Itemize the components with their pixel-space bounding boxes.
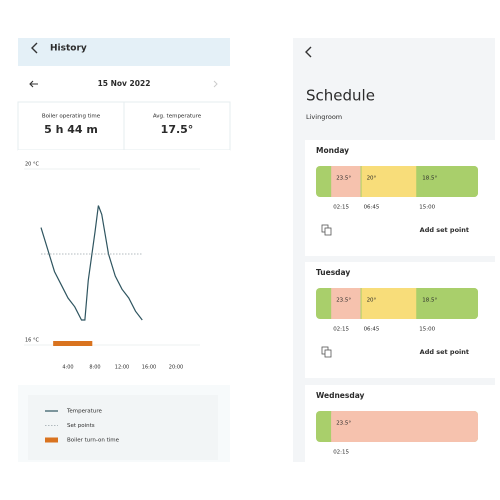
add-set-point[interactable]: Add set point xyxy=(420,226,469,234)
stat-label: Avg. temperature xyxy=(153,114,202,120)
day-card xyxy=(305,140,495,256)
set-point-segment xyxy=(361,288,417,319)
stat-label: Boiler operating time xyxy=(42,114,101,120)
set-point-time: 02:15 xyxy=(333,450,349,456)
day-name: Wednesday xyxy=(316,391,365,400)
stat-value: 17.5° xyxy=(161,123,194,136)
legend-label: Boiler turn-on time xyxy=(67,438,120,444)
legend xyxy=(28,395,218,460)
day-card xyxy=(305,262,495,378)
set-point-time: 02:15 xyxy=(333,205,349,211)
set-point-time: 15:00 xyxy=(419,327,435,333)
set-point-segment xyxy=(331,288,361,319)
set-point-temp: 20° xyxy=(367,298,377,304)
next-day[interactable] xyxy=(213,80,218,88)
stat-value: 5 h 44 m xyxy=(44,123,98,136)
x-tick-label: 4:00 xyxy=(62,365,73,371)
day-name: Tuesday xyxy=(316,268,350,277)
copy-icon[interactable] xyxy=(324,349,332,358)
set-point-segment xyxy=(417,166,478,197)
set-point-temp: 23.5° xyxy=(336,421,351,427)
set-point-segment xyxy=(331,411,478,442)
back-button[interactable] xyxy=(31,42,38,54)
boiler-on-bar xyxy=(53,341,93,346)
x-tick-label: 8:00 xyxy=(89,365,100,371)
x-tick-label: 20:00 xyxy=(169,365,183,371)
header-bar xyxy=(18,38,230,66)
copy-icon[interactable] xyxy=(324,227,332,236)
day-name: Monday xyxy=(316,146,349,155)
add-set-point[interactable]: Add set point xyxy=(420,348,469,356)
x-tick-label: 16:00 xyxy=(142,365,156,371)
x-tick-label: 12:00 xyxy=(115,365,129,371)
legend-label: Set points xyxy=(67,423,95,429)
set-point-time: 06:45 xyxy=(364,205,380,211)
chart-area xyxy=(18,150,230,385)
legend-swatch xyxy=(45,437,58,443)
y-tick-label: 16 °C xyxy=(25,338,39,344)
set-point-temp: 20° xyxy=(367,176,377,182)
date: 15 Nov 2022 xyxy=(98,79,151,88)
screen-title: Schedule xyxy=(306,87,375,105)
set-point-temp: 18.5° xyxy=(422,176,437,182)
set-point-temp: 18.5° xyxy=(422,298,437,304)
room-name: Livingroom xyxy=(306,113,342,121)
set-point-temp: 23.5° xyxy=(336,176,351,182)
chart: 16 °C 20 °C 4:00 8:00 12:00 16:00 20:00 xyxy=(24,162,200,371)
set-point-segment xyxy=(361,166,417,197)
set-point-temp: 23.5° xyxy=(336,298,351,304)
segment-edge xyxy=(331,411,338,442)
days: Monday 23.5° 02:15 20° 06:45 18.5° 15:00 Add se… xyxy=(305,140,495,462)
segment-edge xyxy=(417,166,424,197)
set-point-segment xyxy=(331,166,361,197)
legend-label: Temperature xyxy=(66,409,102,415)
back-button[interactable] xyxy=(305,46,312,58)
prev-day[interactable] xyxy=(29,80,38,88)
set-point-time: 15:00 xyxy=(419,205,435,211)
y-tick-label: 20 °C xyxy=(25,162,39,168)
temperature-line xyxy=(40,205,143,321)
set-point-segment xyxy=(417,288,478,319)
set-point-time: 06:45 xyxy=(364,327,380,333)
set-point-time: 02:15 xyxy=(333,327,349,333)
segment-edge xyxy=(417,288,424,319)
date-row xyxy=(18,66,230,102)
screen-title: History xyxy=(50,44,87,54)
legend-items: Temperature Set points Boiler turn-on time xyxy=(45,409,120,444)
